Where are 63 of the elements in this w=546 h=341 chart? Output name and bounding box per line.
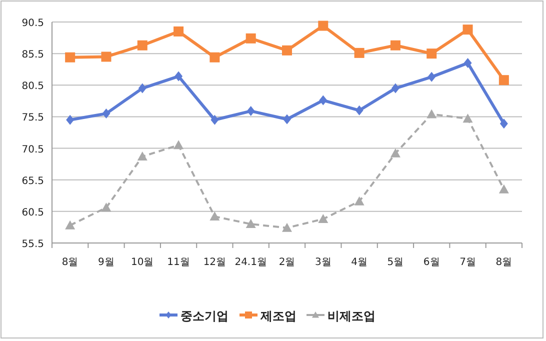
x-tick-label: 24.1월 (234, 257, 267, 268)
point (138, 83, 146, 94)
point (102, 108, 110, 119)
point (65, 52, 76, 62)
point (101, 202, 112, 212)
point (391, 83, 400, 94)
y-tick-label: 80.5 (22, 81, 44, 92)
point (210, 211, 220, 220)
x-tick-label: 5월 (387, 257, 404, 268)
x-tick-label: 9월 (98, 257, 114, 268)
point (390, 40, 400, 50)
point (462, 114, 473, 123)
x-tick-label: 12월 (203, 257, 226, 268)
point (354, 196, 364, 206)
x-tick-label: 6월 (423, 257, 440, 268)
x-tick-label: 10월 (131, 257, 154, 268)
y-tick-label: 55.5 (22, 239, 44, 250)
point (66, 114, 74, 125)
point (137, 40, 148, 50)
point (426, 48, 437, 59)
y-tick-label: 65.5 (22, 176, 44, 187)
point (210, 52, 220, 62)
point (246, 106, 255, 116)
point (246, 33, 256, 44)
y-tick-label: 90.5 (22, 18, 44, 29)
point (174, 26, 184, 36)
point (500, 118, 508, 129)
point (462, 24, 473, 35)
point (355, 105, 364, 116)
x-tick-label: 3월 (314, 257, 332, 268)
point (246, 219, 256, 228)
point (390, 148, 400, 158)
point (282, 45, 292, 56)
point (498, 184, 509, 194)
legend-label: 제조업 (260, 309, 296, 323)
x-tick-label: 7월 (460, 257, 476, 268)
point (174, 71, 183, 82)
point (137, 151, 148, 160)
y-tick-label: 75.5 (22, 112, 44, 124)
point (428, 72, 436, 82)
point (318, 214, 328, 224)
point (283, 114, 291, 124)
y-tick-label: 70.5 (22, 144, 44, 156)
point (498, 75, 509, 86)
legend-label: 중소기업 (180, 309, 228, 323)
y-tick-label: 85.5 (22, 50, 44, 61)
point (319, 95, 328, 106)
point (210, 114, 219, 125)
point (354, 48, 364, 58)
point (174, 140, 184, 150)
point (65, 220, 76, 230)
point (282, 222, 292, 232)
y-tick-label: 60.5 (22, 207, 44, 218)
point (426, 109, 437, 118)
x-tick-label: 2월 (278, 257, 296, 268)
x-tick-label: 8월 (496, 257, 512, 268)
x-tick-label: 4월 (351, 257, 368, 268)
point (464, 58, 472, 68)
point (318, 20, 328, 31)
point (101, 52, 112, 62)
legend-label: 비제조업 (328, 309, 376, 323)
x-tick-label: 8월 (62, 257, 78, 268)
x-tick-label: 11월 (167, 257, 190, 268)
